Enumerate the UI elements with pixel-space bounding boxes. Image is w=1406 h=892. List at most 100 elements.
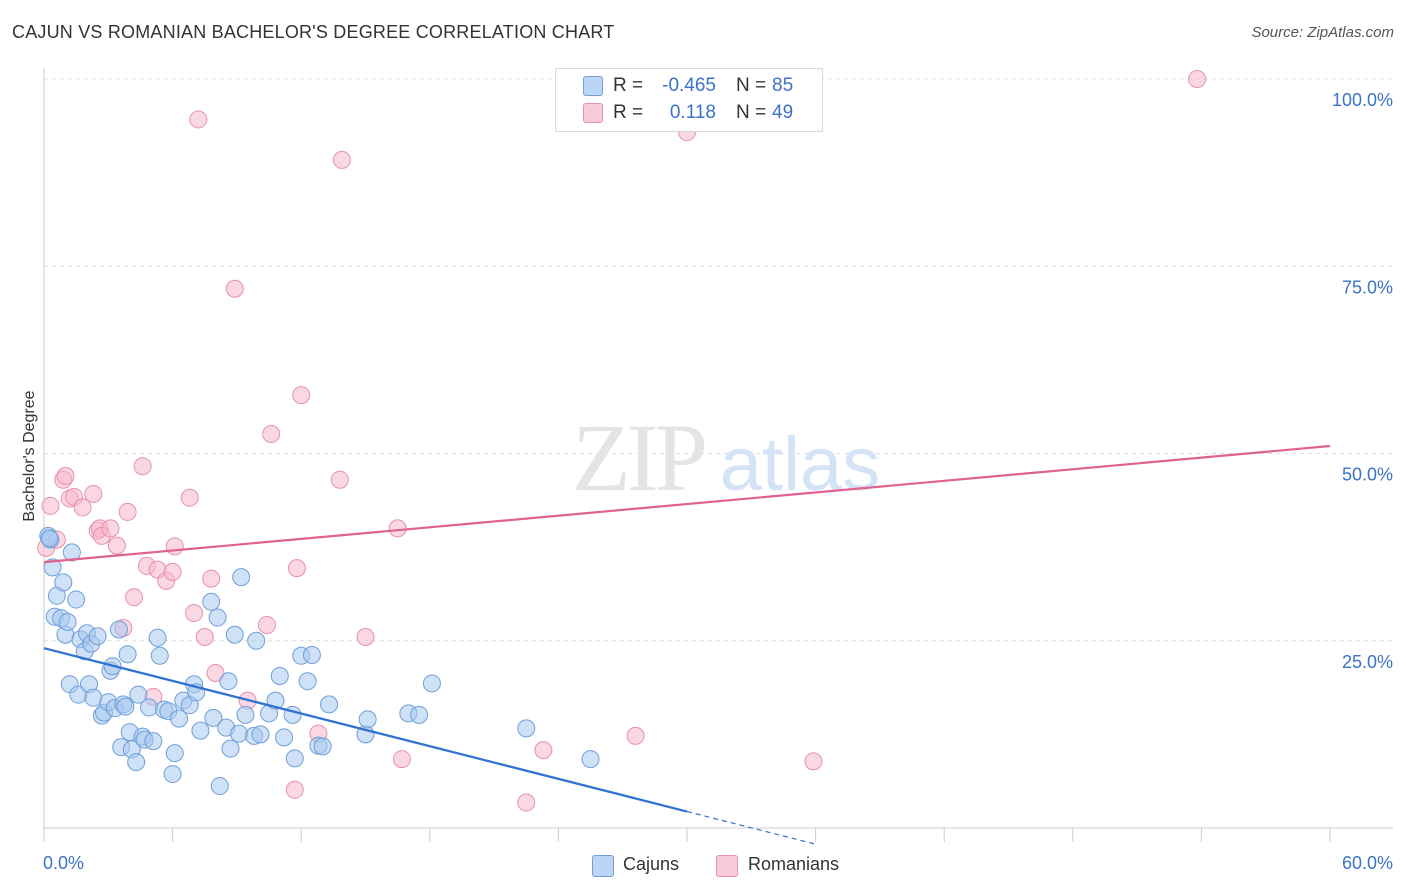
cajun-point <box>67 590 86 609</box>
y-tick-label: 25.0% <box>1342 652 1393 672</box>
romanians-swatch <box>583 103 603 123</box>
cajun-point <box>313 737 332 756</box>
chart-title: CAJUN VS ROMANIAN BACHELOR'S DEGREE CORR… <box>12 22 615 42</box>
cajun-point <box>110 620 129 639</box>
romanian-point <box>56 466 75 485</box>
romanian-point <box>262 425 281 444</box>
cajun-point <box>165 744 184 763</box>
romanian-point <box>165 537 184 556</box>
cajun-point <box>43 558 62 577</box>
romanian-point <box>185 604 204 623</box>
cajuns-legend-label: Cajuns <box>623 854 680 874</box>
cajun-point <box>221 739 240 758</box>
cajun-point <box>191 721 210 740</box>
n-label: N = <box>736 102 767 123</box>
cajun-point <box>210 777 229 796</box>
cajun-point <box>40 529 59 548</box>
series-cajuns <box>39 526 600 796</box>
romanian-point <box>292 386 311 405</box>
romanian-point <box>534 741 553 760</box>
romanians-legend-label: Romanians <box>748 854 840 874</box>
r-value: -0.465 <box>662 75 716 96</box>
cajun-point <box>163 765 182 784</box>
cajun-point <box>302 645 321 664</box>
cajun-point <box>140 698 159 717</box>
cajun-point <box>320 695 339 714</box>
romanian-point <box>330 470 349 489</box>
n-value: 85 <box>772 75 794 96</box>
romanian-point <box>257 616 276 635</box>
grid-lines <box>44 78 1393 642</box>
y-tick-label: 50.0% <box>1342 465 1393 485</box>
cajun-point <box>127 753 146 772</box>
legend-row-cajuns: R = -0.465 N = 85 <box>556 73 822 99</box>
cajun-point <box>251 725 270 744</box>
r-label: R = <box>613 102 644 123</box>
romanian-point <box>388 519 407 538</box>
n-value: 49 <box>772 102 794 123</box>
cajun-point <box>225 625 244 644</box>
romanian-point <box>73 498 92 517</box>
romanian-point <box>163 562 182 581</box>
cajun-point <box>129 685 148 704</box>
cajun-point <box>62 543 81 562</box>
x-tick-label-min: 0.0% <box>43 853 84 873</box>
cajun-point <box>88 627 107 646</box>
cajun-point <box>236 705 255 724</box>
romanian-point <box>125 588 144 607</box>
y-tick-label: 100.0% <box>1332 90 1393 110</box>
correlation-legend: R = -0.465 N = 85 R = 0.118 N = 49 <box>555 68 823 132</box>
cajun-point <box>116 697 135 716</box>
cajun-point <box>358 710 377 729</box>
romanian-point <box>101 519 120 538</box>
romanians-trend-line <box>43 444 1331 564</box>
romanian-point <box>133 457 152 476</box>
cajun-point <box>170 709 189 728</box>
cajun-point <box>144 732 163 751</box>
cajun-point <box>517 719 536 738</box>
cajun-point <box>58 613 77 632</box>
romanian-point <box>392 750 411 769</box>
cajun-point <box>232 568 251 587</box>
cajun-point <box>204 708 223 727</box>
romanian-point <box>332 150 351 169</box>
romanian-point <box>180 488 199 507</box>
source-label: Source: ZipAtlas.com <box>1251 24 1394 41</box>
cajun-point <box>285 749 304 768</box>
cajun-point <box>275 728 294 747</box>
cajun-point <box>422 674 441 693</box>
watermark: ZIP atlas <box>572 404 880 511</box>
cajuns-trend-line <box>43 647 688 813</box>
romanian-point <box>189 110 208 129</box>
romanian-point <box>285 780 304 799</box>
romanian-point <box>287 559 306 578</box>
r-value: 0.118 <box>669 102 716 123</box>
romanian-point <box>356 628 375 647</box>
romanian-point <box>41 496 60 515</box>
y-tick-label: 75.0% <box>1342 277 1393 297</box>
romanian-point <box>225 279 244 298</box>
romanian-point <box>206 663 225 682</box>
romanian-point <box>107 536 126 555</box>
legend-row-romanians: R = 0.118 N = 49 <box>556 100 822 126</box>
y-tick-labels: 25.0% 50.0% 75.0% 100.0% <box>1332 90 1393 672</box>
romanians-legend-swatch <box>716 855 738 877</box>
cajun-point <box>410 705 429 724</box>
cajuns-trend-extension <box>686 810 816 845</box>
romanian-point <box>804 752 823 771</box>
x-tick-label-max: 60.0% <box>1342 853 1393 873</box>
watermark-zip: ZIP <box>572 404 705 511</box>
n-label: N = <box>736 75 767 96</box>
romanian-point <box>626 726 645 745</box>
r-label: R = <box>613 75 644 96</box>
romanian-point <box>195 628 214 647</box>
cajun-point <box>150 646 169 665</box>
y-axis-label: Bachelor's Degree <box>21 390 38 521</box>
cajun-point <box>54 573 73 592</box>
cajun-point <box>84 688 103 707</box>
romanian-point <box>202 569 221 588</box>
cajun-point <box>202 592 221 611</box>
series-legend: Cajuns Romanians <box>0 853 1406 879</box>
romanian-point <box>118 502 137 521</box>
